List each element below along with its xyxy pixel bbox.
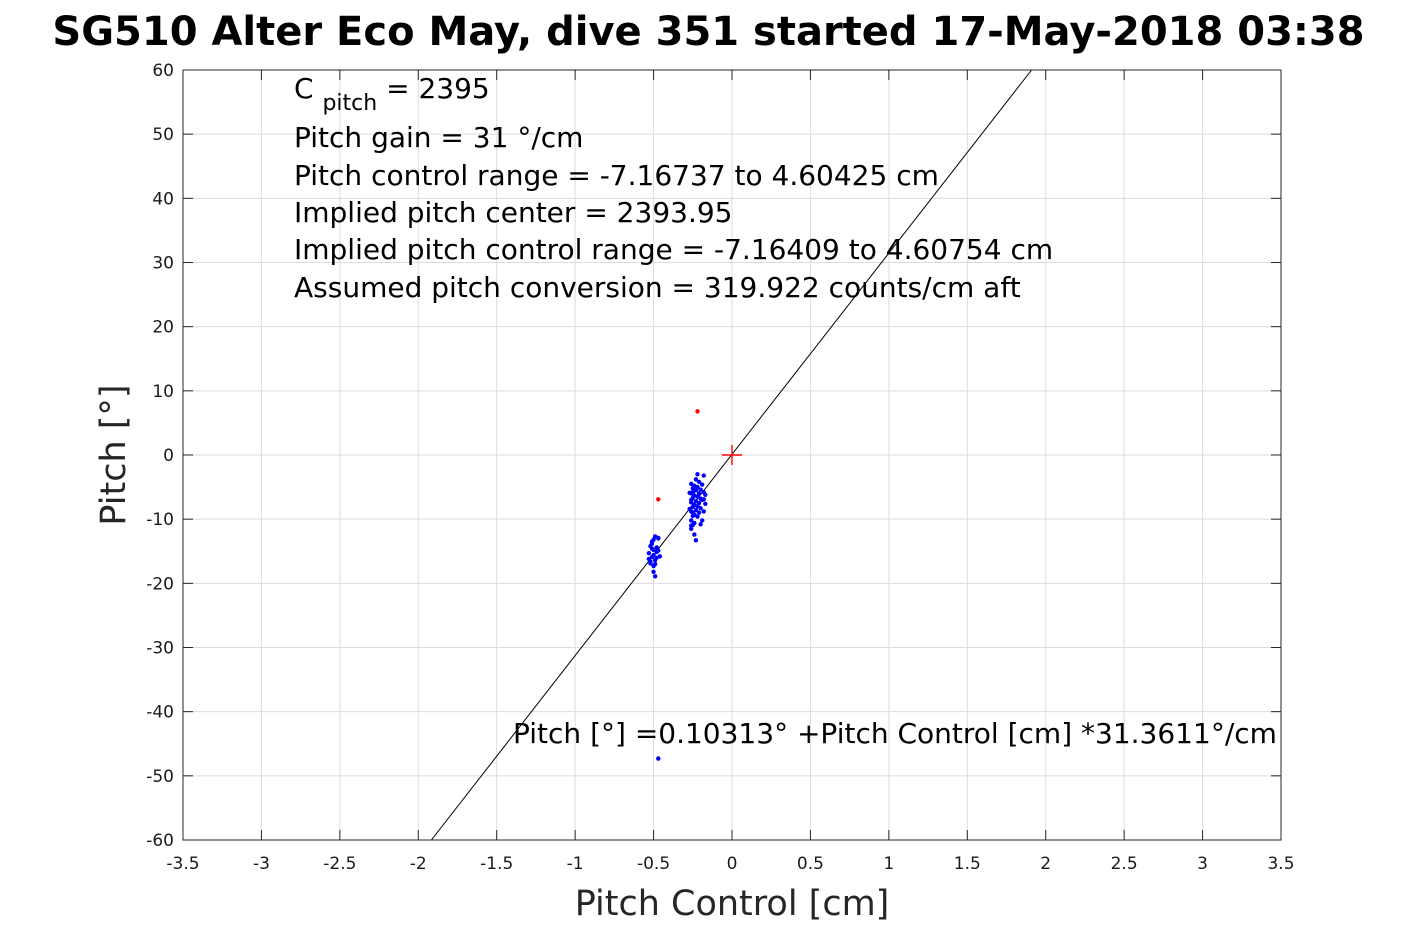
data-point (689, 526, 694, 531)
x-tick-label: 2.5 (1111, 854, 1138, 874)
data-point (689, 497, 694, 503)
y-tick-label: -10 (146, 510, 174, 530)
data-point (701, 509, 706, 514)
x-tick-label: 0.5 (797, 854, 824, 874)
y-tick-label: -20 (146, 574, 174, 594)
x-tick-label: -2.5 (323, 854, 356, 874)
scatter-points (646, 409, 708, 761)
data-point (695, 514, 700, 519)
data-point (687, 490, 692, 496)
x-tick-label: -1 (567, 854, 584, 874)
data-point (699, 518, 705, 523)
x-axis-label: Pitch Control [cm] (575, 884, 890, 924)
data-point (693, 477, 699, 482)
data-point (656, 535, 661, 540)
data-point (696, 491, 702, 496)
c-pitch-symbol: C (294, 72, 314, 105)
data-point (703, 501, 708, 506)
x-tick-label: -2 (410, 854, 427, 874)
y-tick-label: 30 (152, 254, 174, 274)
y-tick-label: -50 (146, 767, 174, 787)
x-tick-label: -1.5 (480, 854, 513, 874)
fit-equation-label: Pitch [°] =0.10313° +Pitch Control [cm] … (513, 717, 1277, 750)
data-point (692, 532, 697, 537)
y-tick-label: 40 (152, 189, 174, 209)
x-tick-label: 1.5 (954, 854, 981, 874)
c-pitch-subscript: pitch (322, 91, 377, 116)
y-tick-label: 60 (152, 61, 174, 81)
x-tick-label: -3.5 (166, 854, 199, 874)
y-axis-label: Pitch [°] (94, 384, 134, 525)
data-point (696, 510, 702, 515)
data-point (651, 537, 656, 542)
x-tick-label: -3 (253, 854, 270, 874)
x-tick-label: 3 (1197, 854, 1208, 874)
data-point (656, 497, 661, 502)
data-point (693, 507, 699, 513)
data-point (652, 574, 658, 579)
data-point (695, 409, 700, 414)
data-point (696, 500, 702, 506)
data-point (693, 538, 699, 543)
tick-labels: -3.5 -3 -2.5 -2 -1.5 -1 -0.5 0 0.5 1 1.5 2 2.5 3 3.5 -6… (146, 61, 1294, 874)
data-point (692, 520, 697, 526)
center-marker-layer (722, 445, 742, 465)
y-tick-label: -60 (146, 831, 174, 851)
data-point (703, 492, 708, 497)
data-point (689, 523, 694, 528)
data-point (695, 472, 700, 477)
y-tick-label: 20 (152, 318, 174, 338)
data-point (654, 555, 659, 560)
implied-pitch-range-label: Implied pitch control range = -7.16409 t… (294, 233, 1053, 266)
data-point (698, 522, 703, 527)
data-point (651, 552, 656, 558)
data-point (689, 518, 694, 523)
data-point (701, 497, 706, 502)
data-point (649, 546, 655, 551)
y-tick-label: -30 (146, 639, 174, 659)
pitch-control-range-label: Pitch control range = -7.16737 to 4.6042… (294, 159, 939, 192)
x-tick-label: -0.5 (637, 854, 670, 874)
axes-box (182, 69, 1282, 841)
x-tick-label: 3.5 (1267, 854, 1294, 874)
data-point (648, 559, 653, 564)
x-tick-label: 1 (883, 854, 894, 874)
pitch-gain-label: Pitch gain = 31 °/cm (294, 121, 583, 154)
x-tick-label: 0 (727, 854, 738, 874)
axes-frame (182, 69, 1282, 841)
x-tick-label: 2 (1040, 854, 1051, 874)
c-pitch-label: C pitch = 2395 (294, 72, 490, 117)
data-point (687, 506, 692, 512)
y-tick-label: 0 (163, 446, 174, 466)
data-point (696, 479, 702, 485)
data-point (698, 506, 703, 511)
data-point (695, 484, 700, 490)
data-point (646, 550, 652, 556)
data-point (651, 569, 656, 574)
data-point (701, 473, 706, 478)
data-point (656, 548, 661, 553)
data-point (656, 756, 661, 761)
data-point (699, 482, 705, 487)
y-tick-label: 10 (152, 382, 174, 402)
c-pitch-value: = 2395 (386, 72, 490, 105)
y-tick-label: -40 (146, 703, 174, 723)
data-point (698, 487, 703, 492)
data-point (649, 541, 655, 546)
implied-pitch-center-label: Implied pitch center = 2393.95 (294, 196, 732, 229)
chart-title: SG510 Alter Eco May, dive 351 started 17… (52, 9, 1365, 55)
data-point (652, 561, 658, 567)
pitch-conversion-label: Assumed pitch conversion = 319.922 count… (294, 271, 1021, 304)
y-tick-label: 50 (152, 125, 174, 145)
